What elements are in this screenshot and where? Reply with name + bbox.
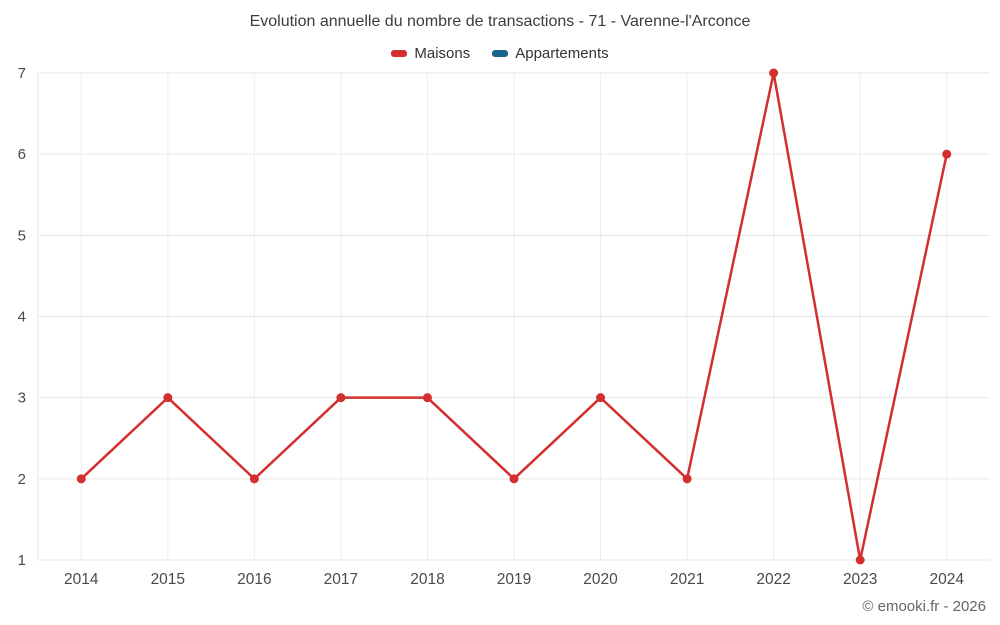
- appartements-series-marker: [492, 50, 509, 57]
- svg-text:2017: 2017: [324, 571, 358, 588]
- svg-text:3: 3: [18, 390, 26, 407]
- svg-text:7: 7: [18, 65, 26, 82]
- legend-item-maisons[interactable]: Maisons: [391, 45, 470, 62]
- svg-text:2023: 2023: [843, 571, 877, 588]
- svg-text:2016: 2016: [237, 571, 271, 588]
- svg-text:2024: 2024: [929, 571, 964, 588]
- svg-text:2014: 2014: [64, 571, 99, 588]
- legend-label-appartements: Appartements: [515, 45, 609, 62]
- svg-text:5: 5: [18, 227, 26, 244]
- svg-text:2021: 2021: [670, 571, 704, 588]
- svg-text:2020: 2020: [583, 571, 618, 588]
- svg-text:4: 4: [18, 309, 26, 326]
- chart-title: Evolution annuelle du nombre de transact…: [249, 13, 751, 30]
- svg-text:2015: 2015: [151, 571, 185, 588]
- legend-label-maisons: Maisons: [414, 45, 471, 62]
- svg-text:2: 2: [18, 471, 26, 488]
- svg-text:6: 6: [18, 146, 26, 163]
- chart-legend: Maisons Appartements: [0, 45, 1000, 62]
- maisons-series-marker: [391, 50, 408, 57]
- svg-text:1: 1: [18, 552, 26, 569]
- svg-text:2018: 2018: [410, 571, 444, 588]
- svg-text:2019: 2019: [497, 571, 531, 588]
- legend-item-appartements[interactable]: Appartements: [492, 45, 609, 62]
- svg-text:2022: 2022: [756, 571, 790, 588]
- footer-credit: © emooki.fr - 2026: [862, 598, 986, 615]
